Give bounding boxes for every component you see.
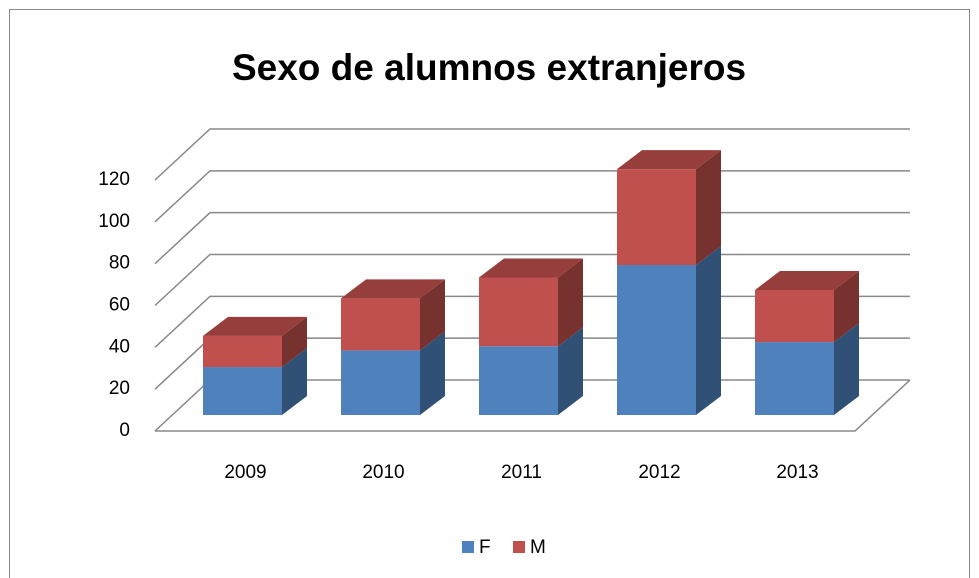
x-tick-label: 2010 (362, 462, 404, 483)
bar-front (755, 342, 834, 415)
x-tick-label: 2011 (501, 462, 542, 483)
bar-side (834, 271, 859, 343)
legend-swatch (513, 541, 525, 553)
bar-top (203, 316, 307, 336)
bar-side (282, 316, 307, 368)
legend-label: M (530, 537, 546, 558)
bar-side (696, 246, 721, 415)
bar-side (696, 150, 721, 265)
x-tick-label: 2013 (776, 462, 818, 483)
bar-front (341, 298, 420, 351)
bar-front (755, 290, 834, 343)
bar-front (203, 367, 282, 415)
y-tick-label: 40 (109, 336, 130, 357)
bar-front (617, 265, 696, 415)
bar-top (341, 279, 445, 299)
grid-line (154, 128, 910, 181)
bar-top (755, 271, 859, 290)
bar-front (617, 169, 696, 265)
x-tick-label: 2012 (638, 462, 680, 483)
bar-top (617, 150, 721, 170)
y-tick-label: 20 (109, 378, 130, 399)
y-tick-label: 120 (98, 169, 130, 190)
bar-front (203, 335, 282, 368)
bar-front (479, 346, 558, 415)
floor (155, 379, 911, 432)
bar-side (420, 331, 445, 415)
y-tick-label: 60 (109, 295, 130, 316)
bar-side (558, 258, 583, 347)
chart-title: Sexo de alumnos extranjeros (232, 47, 746, 88)
bar-front (479, 277, 558, 347)
y-tick-label: 80 (109, 253, 130, 274)
bar-top (479, 258, 583, 278)
legend-label: F (479, 537, 491, 558)
bar-side (420, 279, 445, 351)
y-tick-label: 100 (98, 211, 130, 232)
legend-swatch (462, 541, 474, 553)
bar-front (341, 350, 420, 415)
x-tick-label: 2009 (224, 462, 266, 483)
bar-side (558, 327, 583, 415)
bar-side (834, 323, 859, 415)
y-tick-label: 0 (119, 420, 130, 441)
bar-side (282, 348, 307, 415)
